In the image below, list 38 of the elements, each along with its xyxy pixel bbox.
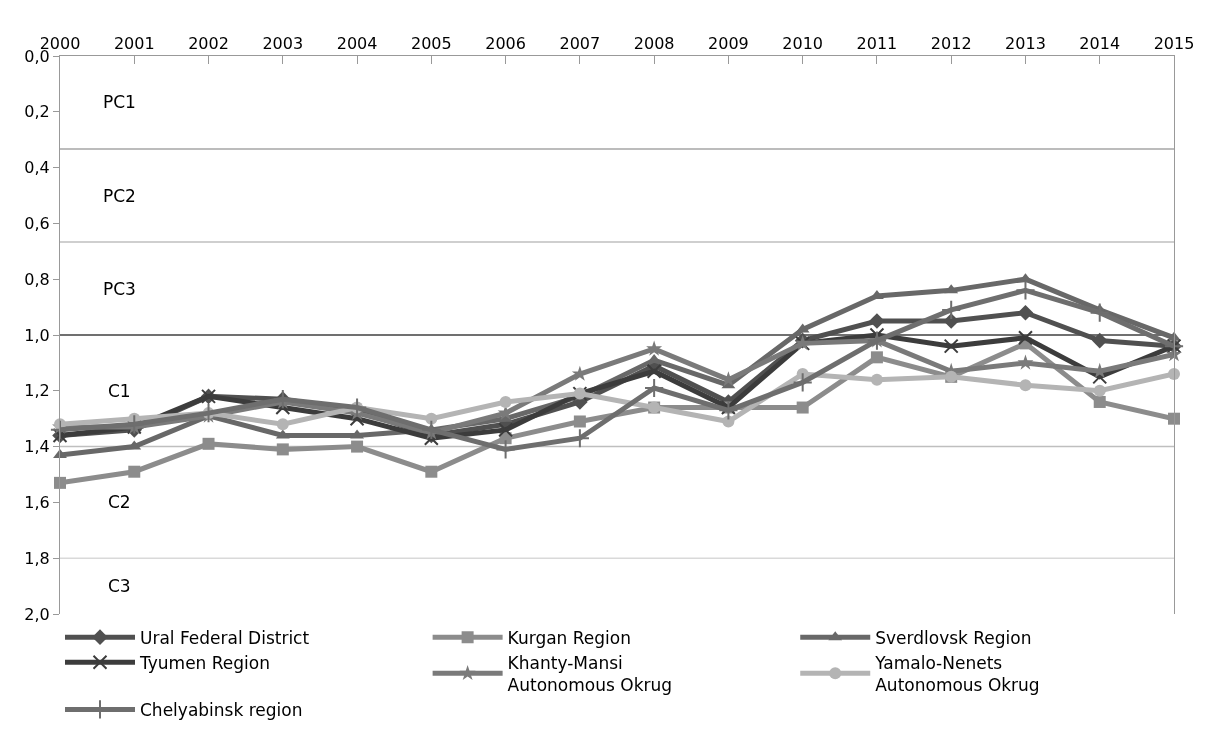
x-tick-label: 2011 bbox=[856, 33, 898, 53]
y-tick-label: 1,6 bbox=[24, 493, 50, 512]
legend-label: Tyumen Region bbox=[139, 652, 270, 673]
x-tick-label: 2012 bbox=[930, 33, 972, 53]
legend-label: Chelyabinsk region bbox=[140, 700, 303, 721]
x-tick-label: 2010 bbox=[782, 33, 824, 53]
x-tick-label: 2008 bbox=[633, 33, 675, 53]
x-tick-label: 2001 bbox=[113, 33, 155, 53]
legend-label: Yamalo-Nenets Autonomous Okrug bbox=[874, 652, 1040, 695]
legend-label: Kurgan Region bbox=[507, 627, 631, 648]
annotation: PC2 bbox=[103, 186, 136, 206]
y-tick-label: 0,8 bbox=[24, 269, 50, 289]
annotation: PC1 bbox=[103, 92, 136, 112]
y-tick-label: 1,2 bbox=[24, 381, 50, 401]
y-tick-label: 1,8 bbox=[24, 548, 50, 568]
y-tick-label: 0,4 bbox=[24, 158, 50, 178]
legend-label: Ural Federal District bbox=[140, 627, 310, 648]
y-tick-label: 0,6 bbox=[24, 214, 50, 233]
x-tick-label: 2002 bbox=[188, 33, 229, 53]
x-tick-label: 2014 bbox=[1079, 33, 1121, 53]
x-tick-label: 2005 bbox=[410, 33, 452, 53]
legend-label: Sverdlovsk Region bbox=[875, 627, 1032, 648]
x-tick-label: 2013 bbox=[1005, 33, 1046, 53]
y-tick-label: 2,0 bbox=[24, 604, 50, 624]
x-tick-label: 2004 bbox=[336, 33, 378, 53]
annotation: PC3 bbox=[103, 279, 136, 299]
y-tick-label: 1,4 bbox=[24, 437, 50, 457]
annotation: C2 bbox=[108, 492, 131, 512]
x-tick-label: 2009 bbox=[708, 33, 749, 53]
y-tick-label: 1,0 bbox=[24, 325, 50, 345]
x-tick-label: 2007 bbox=[559, 33, 601, 53]
x-tick-label: 2015 bbox=[1153, 33, 1195, 53]
y-tick-label: 0,2 bbox=[24, 102, 50, 122]
annotation: C1 bbox=[108, 381, 131, 401]
x-tick-label: 2003 bbox=[262, 33, 304, 53]
x-tick-label: 2006 bbox=[485, 33, 526, 53]
annotation: C3 bbox=[108, 576, 131, 596]
legend-label: Khanty-Mansi Autonomous Okrug bbox=[507, 652, 673, 695]
